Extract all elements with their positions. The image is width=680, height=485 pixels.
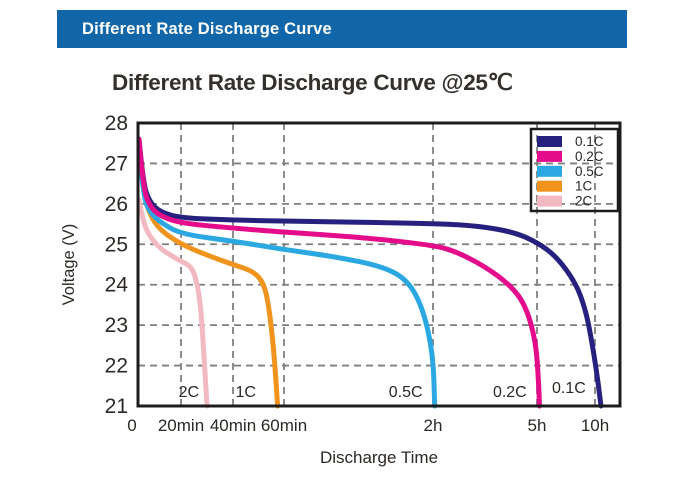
y-tick-label: 21: [105, 395, 128, 418]
x-tick-label: 60min: [261, 416, 307, 435]
legend-label-1C: 1C: [575, 179, 593, 194]
y-tick-label: 24: [105, 274, 129, 297]
curve-annotation-2C: 2C: [179, 384, 199, 401]
curve-annotation-0.2C: 0.2C: [493, 384, 527, 401]
plot-border: [136, 121, 622, 408]
legend-box: [529, 127, 620, 213]
curve-0.2C: [136, 136, 543, 409]
y-tick-label: 23: [105, 314, 128, 337]
y-tick-label: 28: [105, 112, 128, 135]
curve-2C: [136, 197, 210, 409]
curve-annotation-0.1C: 0.1C: [552, 380, 586, 397]
curve-annotation-0.5C: 0.5C: [389, 384, 423, 401]
legend-swatch-0.5C: [537, 165, 562, 177]
y-tick-label: 26: [105, 193, 128, 216]
legend-label-0.1C: 0.1C: [575, 134, 604, 149]
y-axis-label: Voltage (V): [60, 224, 78, 306]
legend-label-0.2C: 0.2C: [575, 149, 604, 164]
legend-label-2C: 2C: [575, 194, 593, 209]
legend-swatch-1C: [537, 180, 562, 192]
x-tick-label: 2h: [424, 416, 443, 435]
x-axis-label: Discharge Time: [320, 448, 438, 467]
y-tick-label: 27: [105, 152, 128, 175]
y-tick-label: 25: [105, 233, 128, 256]
curve-annotation-1C: 1C: [236, 384, 256, 401]
curve-0.1C: [136, 136, 604, 409]
x-tick-label: 0: [127, 416, 136, 435]
curve-1C: [136, 140, 281, 409]
x-tick-label: 20min: [158, 416, 204, 435]
y-tick-label: 22: [105, 355, 128, 378]
legend-swatch-0.2C: [537, 150, 562, 162]
legend-swatch-2C: [537, 195, 562, 207]
x-tick-label: 5h: [528, 416, 547, 435]
legend-swatch-0.1C: [537, 136, 562, 147]
curve-0.5C: [136, 144, 438, 409]
header-banner: Different Rate Discharge Curve: [57, 10, 627, 48]
legend-label-0.5C: 0.5C: [575, 164, 604, 179]
chart-title: Different Rate Discharge Curve @25℃: [112, 70, 513, 95]
header-banner-label: Different Rate Discharge Curve: [82, 19, 332, 38]
x-tick-label: 40min: [210, 416, 256, 435]
x-tick-label: 10h: [581, 416, 609, 435]
